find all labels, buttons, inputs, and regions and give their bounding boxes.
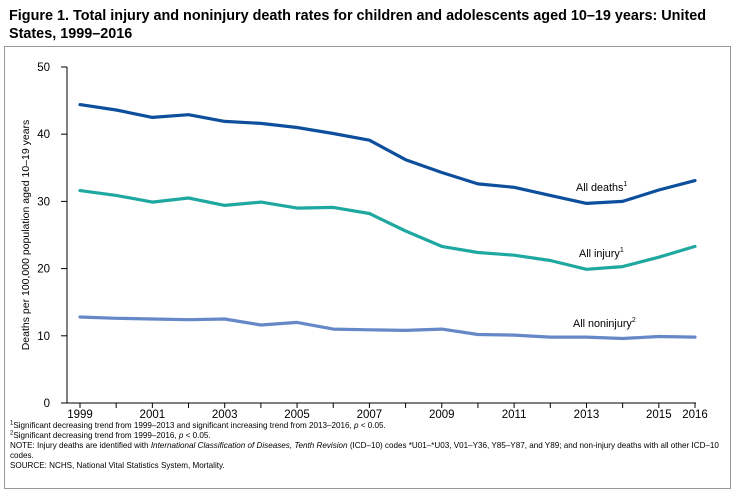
- y-tick-label: 50: [37, 62, 50, 74]
- data-point: [622, 266, 623, 267]
- data-point: [695, 180, 696, 181]
- x-tick-label: 1999: [67, 409, 93, 421]
- y-axis-title: Deaths per 100,000 population aged 10–19…: [20, 120, 32, 351]
- data-point: [441, 172, 442, 173]
- footnote-2-text: Significant decreasing trend from 1999–2…: [13, 431, 179, 440]
- data-point: [622, 201, 623, 202]
- data-point: [369, 213, 370, 214]
- data-point: [477, 252, 478, 253]
- y-tick-label: 10: [37, 331, 50, 343]
- data-point: [369, 140, 370, 141]
- data-point: [405, 330, 406, 331]
- y-tick-label: 0: [44, 398, 50, 410]
- data-point: [658, 257, 659, 258]
- source-note: SOURCE: NCHS, National Vital Statistics …: [10, 461, 225, 470]
- data-point: [695, 246, 696, 247]
- data-point: [622, 338, 623, 339]
- data-point: [369, 329, 370, 330]
- data-point: [188, 114, 189, 115]
- series-line-all-deaths: [78, 102, 697, 205]
- data-point: [188, 319, 189, 320]
- footnote-2: 2Significant decreasing trend from 1999–…: [10, 430, 722, 441]
- series-line-all-injury: [78, 189, 697, 271]
- x-tick-label: 2013: [574, 409, 600, 421]
- data-point: [116, 318, 117, 319]
- data-point: [260, 325, 261, 326]
- data-point: [152, 117, 153, 118]
- series-label: All injury1: [579, 247, 624, 260]
- data-point: [477, 334, 478, 335]
- data-point: [80, 190, 81, 191]
- data-point: [333, 207, 334, 208]
- y-tick-label: 30: [37, 196, 50, 208]
- data-point: [80, 316, 81, 317]
- data-point: [260, 123, 261, 124]
- note-text-c: (ICD–10) codes *U01–*U03, V01–Y36, Y85–Y…: [10, 441, 719, 460]
- series-label: All deaths1: [576, 181, 627, 194]
- data-point: [550, 195, 551, 196]
- series-line-all-noninjury: [78, 315, 697, 341]
- x-tick-label: 2003: [212, 409, 238, 421]
- figure-title: Figure 1. Total injury and noninjury dea…: [9, 8, 707, 42]
- data-point: [80, 104, 81, 105]
- data-point: [441, 329, 442, 330]
- footnote-1-end: < 0.05.: [358, 421, 386, 430]
- data-point: [586, 337, 587, 338]
- data-point: [441, 246, 442, 247]
- data-point: [405, 159, 406, 160]
- data-point: [116, 110, 117, 111]
- series-label: All noninjury2: [573, 317, 636, 330]
- data-point: [188, 198, 189, 199]
- footnote-1-p: p: [353, 421, 359, 430]
- footnotes: 1Significant decreasing trend from 1999–…: [10, 420, 722, 471]
- footnote-2-p: p: [178, 431, 184, 440]
- data-point: [116, 195, 117, 196]
- x-tick-label: 2016: [682, 409, 708, 421]
- data-point: [586, 269, 587, 270]
- data-point: [297, 208, 298, 209]
- x-tick-label: 2011: [502, 409, 527, 421]
- footnote-1-text: Significant decreasing trend from 1999–2…: [13, 421, 354, 430]
- x-tick-label: 2005: [284, 409, 310, 421]
- data-point: [333, 133, 334, 134]
- data-point: [477, 183, 478, 184]
- footnote-2-marker: 2: [10, 430, 14, 437]
- data-point: [550, 260, 551, 261]
- footnote-1-marker: 1: [10, 420, 14, 427]
- data-point: [405, 230, 406, 231]
- data-point: [152, 319, 153, 320]
- x-tick-label: 2007: [357, 409, 383, 421]
- y-tick-label: 40: [37, 129, 50, 141]
- note-text-b: International Classification of Diseases…: [150, 441, 348, 450]
- data-point: [514, 255, 515, 256]
- x-tick-label: 2015: [646, 409, 672, 421]
- data-point: [297, 322, 298, 323]
- data-point: [260, 202, 261, 203]
- footnote-1: 1Significant decreasing trend from 1999–…: [10, 420, 722, 431]
- data-point: [514, 335, 515, 336]
- data-point: [695, 337, 696, 338]
- y-tick-label: 20: [37, 264, 50, 276]
- note: NOTE: Injury deaths are identified with …: [10, 441, 722, 461]
- data-point: [224, 319, 225, 320]
- data-point: [550, 337, 551, 338]
- chart-frame: [4, 46, 731, 489]
- data-point: [224, 121, 225, 122]
- data-point: [514, 187, 515, 188]
- note-text-a: NOTE: Injury deaths are identified with: [10, 441, 151, 450]
- data-point: [333, 329, 334, 330]
- data-point: [658, 189, 659, 190]
- data-point: [152, 202, 153, 203]
- data-point: [586, 203, 587, 204]
- data-point: [658, 336, 659, 337]
- data-point: [224, 205, 225, 206]
- data-point: [297, 127, 298, 128]
- x-tick-label: 2009: [429, 409, 455, 421]
- footnote-2-end: < 0.05.: [183, 431, 211, 440]
- x-tick-label: 2001: [140, 409, 166, 421]
